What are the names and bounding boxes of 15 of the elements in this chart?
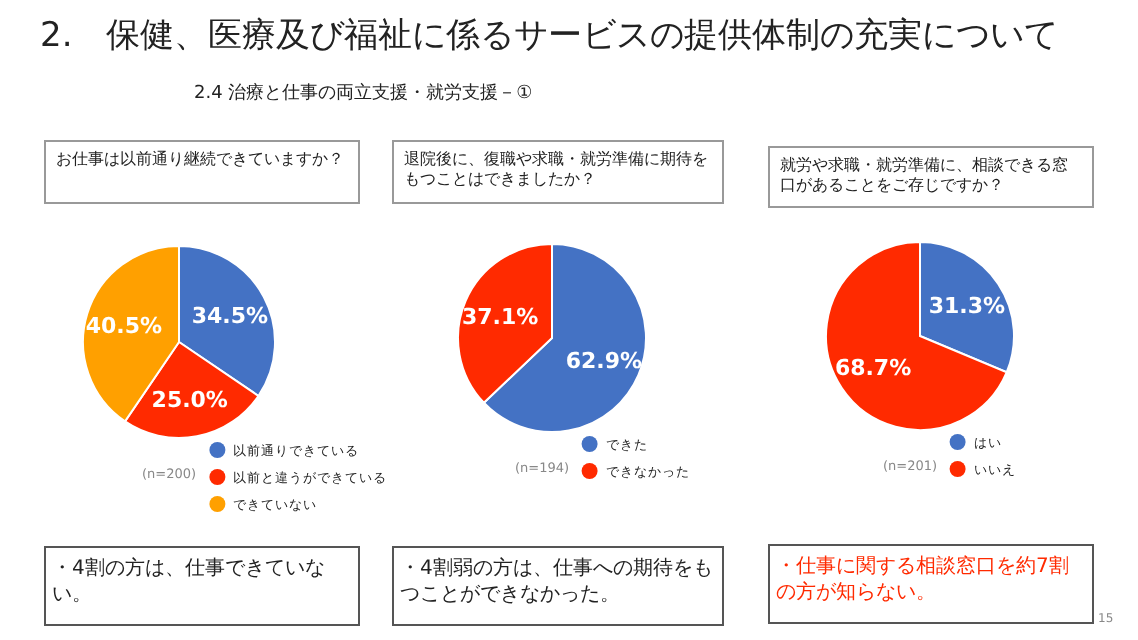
text: ・仕事に関する相談窓口を約7割の方が知らない。 [768, 544, 1094, 624]
data-label: 68.7% [834, 355, 912, 382]
chart-title: お仕事は以前通り継続できていますか？ [44, 140, 360, 204]
chart-title: 就労や求職・就労準備に、相談できる窓口があることをご存じですか？ [768, 146, 1094, 208]
text: ・4割弱の方は、仕事への期待をもつことができなかった。 [392, 546, 724, 626]
data-label: 40.5% [85, 313, 163, 340]
data-label: 37.1% [462, 303, 539, 330]
data-label: 31.3% [928, 292, 1006, 319]
text: 2. 保健、医療及び福祉に係るサービスの提供体制の充実について [40, 14, 1059, 58]
data-label: 25.0% [151, 386, 228, 413]
data-label: 34.5% [191, 303, 269, 330]
data-label: 62.9% [565, 348, 642, 375]
chart-title: 退院後に、復職や求職・就労準備に期待をもつことはできましたか？ [392, 140, 724, 204]
text: ・4割の方は、仕事できていない。 [44, 546, 360, 626]
text: 2.4 治療と仕事の両立支援・就労支援－① [194, 81, 533, 106]
